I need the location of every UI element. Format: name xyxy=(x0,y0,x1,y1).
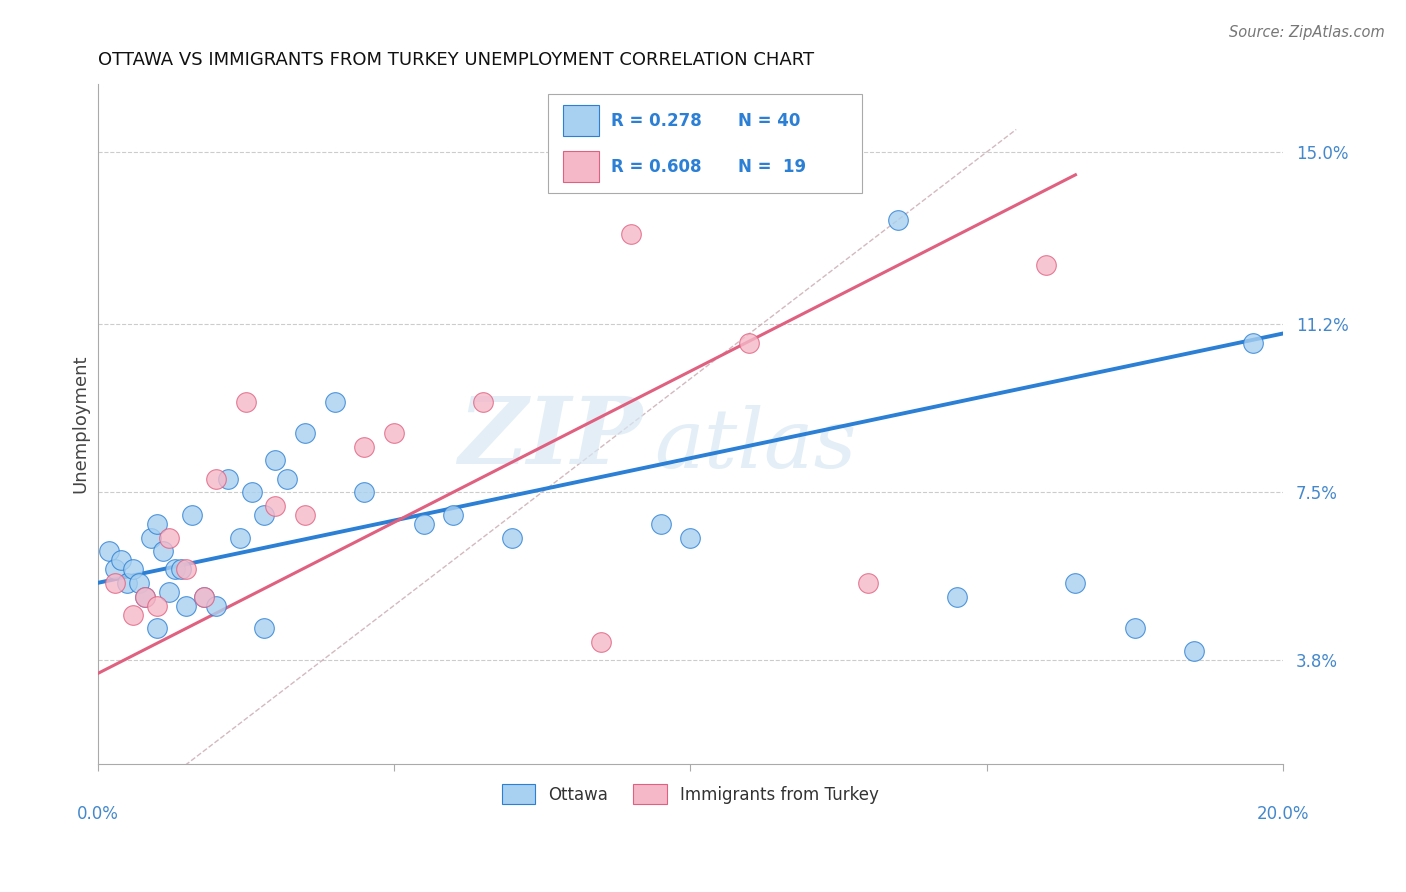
Point xyxy=(122,562,145,576)
Point xyxy=(886,213,908,227)
Point xyxy=(323,394,346,409)
Point xyxy=(264,453,287,467)
Point xyxy=(946,590,969,604)
Point xyxy=(134,590,156,604)
Point xyxy=(353,440,375,454)
Point xyxy=(146,516,169,531)
Point xyxy=(98,544,121,558)
Point xyxy=(229,531,252,545)
Point xyxy=(620,227,643,241)
Point xyxy=(157,585,180,599)
Point xyxy=(353,485,375,500)
Point xyxy=(104,562,127,576)
Point xyxy=(294,426,316,441)
Point xyxy=(1241,335,1264,350)
Point xyxy=(193,590,215,604)
Text: OTTAWA VS IMMIGRANTS FROM TURKEY UNEMPLOYMENT CORRELATION CHART: OTTAWA VS IMMIGRANTS FROM TURKEY UNEMPLO… xyxy=(97,51,814,69)
Point xyxy=(169,562,191,576)
Point xyxy=(152,544,174,558)
Text: 20.0%: 20.0% xyxy=(1257,805,1309,823)
Point xyxy=(738,335,761,350)
Point xyxy=(1064,575,1087,590)
Point xyxy=(146,599,169,613)
Point xyxy=(856,575,879,590)
Point xyxy=(193,590,215,604)
Point xyxy=(591,635,613,649)
Point xyxy=(235,394,257,409)
Point xyxy=(252,621,274,635)
Point xyxy=(181,508,204,522)
Point xyxy=(1123,621,1146,635)
Point xyxy=(134,590,156,604)
Point xyxy=(139,531,162,545)
Point xyxy=(471,394,494,409)
FancyBboxPatch shape xyxy=(564,105,599,136)
Point xyxy=(412,516,434,531)
Point xyxy=(264,499,287,513)
Point xyxy=(294,508,316,522)
Point xyxy=(176,562,198,576)
Point xyxy=(110,553,132,567)
Point xyxy=(276,472,298,486)
Point xyxy=(679,531,702,545)
Point xyxy=(163,562,186,576)
Text: Source: ZipAtlas.com: Source: ZipAtlas.com xyxy=(1229,25,1385,40)
Y-axis label: Unemployment: Unemployment xyxy=(72,355,89,493)
Point xyxy=(157,531,180,545)
Point xyxy=(1035,259,1057,273)
Text: R = 0.278: R = 0.278 xyxy=(610,112,702,129)
Point xyxy=(128,575,150,590)
Text: atlas: atlas xyxy=(655,405,858,484)
Point xyxy=(205,599,228,613)
Point xyxy=(1182,644,1205,658)
Point xyxy=(768,168,790,182)
Point xyxy=(122,607,145,622)
FancyBboxPatch shape xyxy=(564,152,599,182)
Point xyxy=(104,575,127,590)
Point xyxy=(240,485,263,500)
Text: R = 0.608: R = 0.608 xyxy=(610,158,702,176)
Legend: Ottawa, Immigrants from Turkey: Ottawa, Immigrants from Turkey xyxy=(495,778,886,810)
Text: N = 40: N = 40 xyxy=(738,112,800,129)
Point xyxy=(146,621,169,635)
Point xyxy=(115,575,138,590)
Text: ZIP: ZIP xyxy=(458,392,643,483)
Point xyxy=(252,508,274,522)
Point xyxy=(441,508,464,522)
Text: N =  19: N = 19 xyxy=(738,158,806,176)
Point xyxy=(176,599,198,613)
Point xyxy=(217,472,239,486)
FancyBboxPatch shape xyxy=(548,95,862,193)
Point xyxy=(501,531,523,545)
Point xyxy=(382,426,405,441)
Point xyxy=(205,472,228,486)
Text: 0.0%: 0.0% xyxy=(77,805,118,823)
Point xyxy=(650,516,672,531)
